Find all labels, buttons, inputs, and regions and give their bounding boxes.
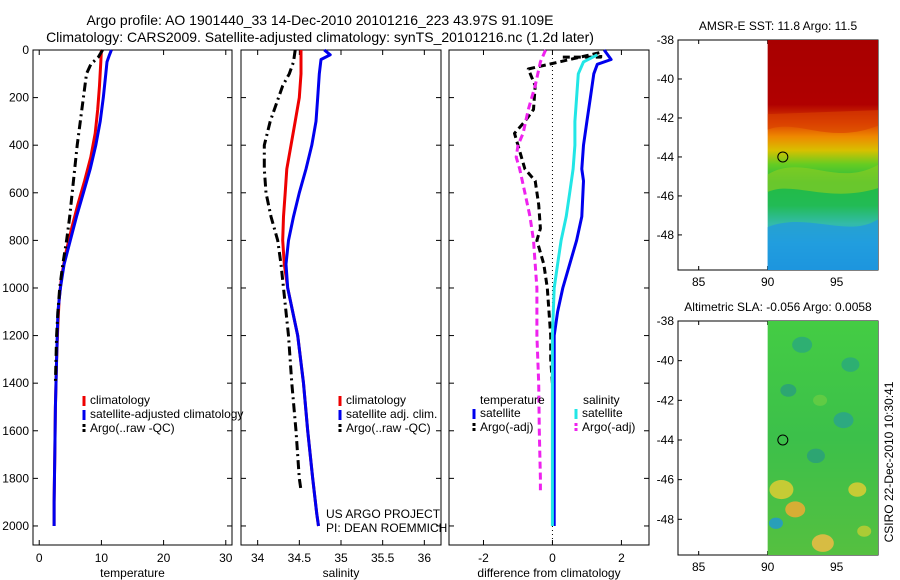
map-x-tick-label: 85 — [692, 275, 706, 289]
profile-panel-1-frame — [32, 49, 233, 546]
credit-timestamp: CSIRO 22-Dec-2010 10:30:41 — [882, 381, 896, 542]
figure-title-line-1: Argo profile: AO 1901440_33 14-Dec-2010 … — [86, 12, 554, 28]
x-tick-label: 30 — [219, 551, 233, 565]
y-tick-label: 1200 — [2, 329, 29, 343]
map-y-tick-label: -44 — [657, 150, 675, 164]
x-axis-label: salinity — [323, 566, 360, 580]
legend-entry: satellite adj. clim. — [346, 407, 437, 421]
legend-entry: satellite — [480, 406, 521, 420]
sla-map-title: Altimetric SLA: -0.056 Argo: 0.0058 — [684, 300, 872, 314]
y-tick-label: 600 — [9, 186, 29, 200]
map-x-tick-label: 90 — [761, 560, 775, 574]
series-line-argo-raw-qc — [262, 49, 303, 491]
principal-investigator: PI: DEAN ROEMMICH — [326, 521, 447, 535]
figure-title-line-2: Climatology: CARS2009. Satellite-adjuste… — [46, 29, 594, 45]
sla-anomaly-patch — [769, 479, 794, 500]
project-name: US ARGO PROJECT — [326, 507, 441, 521]
legend-group-title: salinity — [583, 393, 620, 407]
map-y-tick-label: -38 — [657, 33, 675, 47]
x-tick-label: 34.5 — [288, 551, 312, 565]
y-tick-label: 800 — [9, 233, 29, 247]
map-x-tick-label: 85 — [692, 560, 706, 574]
argo-float-marker — [777, 434, 789, 446]
sst-map-title: AMSR-E SST: 11.8 Argo: 11.5 — [699, 19, 858, 33]
y-tick-label: 1600 — [2, 424, 29, 438]
legend-entry: satellite — [582, 406, 623, 420]
legend-entry: Argo(..raw -QC) — [90, 421, 175, 435]
x-tick-label: 0 — [36, 551, 43, 565]
map-y-tick-label: -46 — [657, 473, 675, 487]
sla-anomaly-patch — [848, 482, 867, 497]
legend-entry: Argo(..raw -QC) — [346, 421, 431, 435]
legend-entry: climatology — [346, 393, 406, 407]
sla-anomaly-patch — [857, 525, 872, 537]
sst-cold-region — [767, 219, 878, 270]
map-y-tick-label: -42 — [657, 393, 675, 407]
x-tick-label: 20 — [157, 551, 171, 565]
sla-anomaly-patch — [792, 336, 813, 353]
map-y-tick-label: -40 — [657, 72, 675, 86]
map-x-tick-label: 95 — [830, 560, 844, 574]
map-y-tick-label: -38 — [657, 314, 675, 328]
x-axis-label: temperature — [100, 566, 165, 580]
legend-entry: satellite-adjusted climatology — [90, 407, 243, 421]
legend-entry: climatology — [90, 393, 150, 407]
x-tick-label: 35 — [334, 551, 348, 565]
x-tick-label: 10 — [95, 551, 109, 565]
series-line-argo-adj — [514, 49, 547, 491]
series-line-argo-adj — [513, 50, 603, 384]
series-line-satellite-adjusted-climatology — [52, 49, 113, 526]
x-axis-label: difference from climatology — [477, 566, 620, 580]
map-y-tick-label: -46 — [657, 189, 675, 203]
x-tick-label: 34 — [251, 551, 265, 565]
map-y-tick-label: -40 — [657, 354, 675, 368]
map-y-tick-label: -44 — [657, 433, 675, 447]
y-tick-label: 0 — [22, 43, 29, 57]
series-line-satellite — [552, 49, 613, 526]
x-tick-label: 2 — [618, 551, 625, 565]
series-line-argo-raw-qc — [53, 49, 104, 384]
y-tick-label: 1800 — [2, 471, 29, 485]
sst-transition-band — [767, 164, 878, 194]
map-y-tick-label: -48 — [657, 512, 675, 526]
series-line-satellite — [550, 53, 598, 526]
sla-anomaly-patch — [806, 448, 825, 464]
x-tick-label: 35.5 — [371, 551, 395, 565]
map-y-tick-label: -42 — [657, 111, 675, 125]
y-tick-label: 2000 — [2, 519, 29, 533]
x-tick-label: -2 — [478, 551, 489, 565]
legend-entry: Argo(-adj) — [480, 420, 533, 434]
sla-field — [767, 321, 878, 555]
map-x-tick-label: 90 — [761, 275, 775, 289]
y-tick-label: 400 — [9, 138, 29, 152]
sst-warm-front — [767, 110, 878, 134]
series-line-satellite-adj-clim — [284, 48, 332, 527]
legend-group-title: temperature — [480, 393, 545, 407]
x-tick-label: 0 — [549, 551, 556, 565]
y-tick-label: 1000 — [2, 281, 29, 295]
sla-anomaly-patch — [780, 384, 797, 397]
sla-anomaly-patch — [785, 501, 806, 518]
sla-anomaly-patch — [811, 534, 834, 552]
sla-anomaly-patch — [768, 517, 783, 529]
y-tick-label: 1400 — [2, 376, 29, 390]
map-y-tick-label: -48 — [657, 228, 675, 242]
sla-anomaly-patch — [833, 412, 854, 429]
argo-float-marker — [777, 151, 789, 163]
legend-entry: Argo(-adj) — [582, 420, 635, 434]
sla-anomaly-patch — [841, 357, 860, 372]
sla-anomaly-patch — [813, 394, 828, 406]
profile-panel-3-frame — [448, 49, 650, 546]
map-x-tick-label: 95 — [830, 275, 844, 289]
y-tick-label: 200 — [9, 91, 29, 105]
x-tick-label: 36 — [418, 551, 432, 565]
